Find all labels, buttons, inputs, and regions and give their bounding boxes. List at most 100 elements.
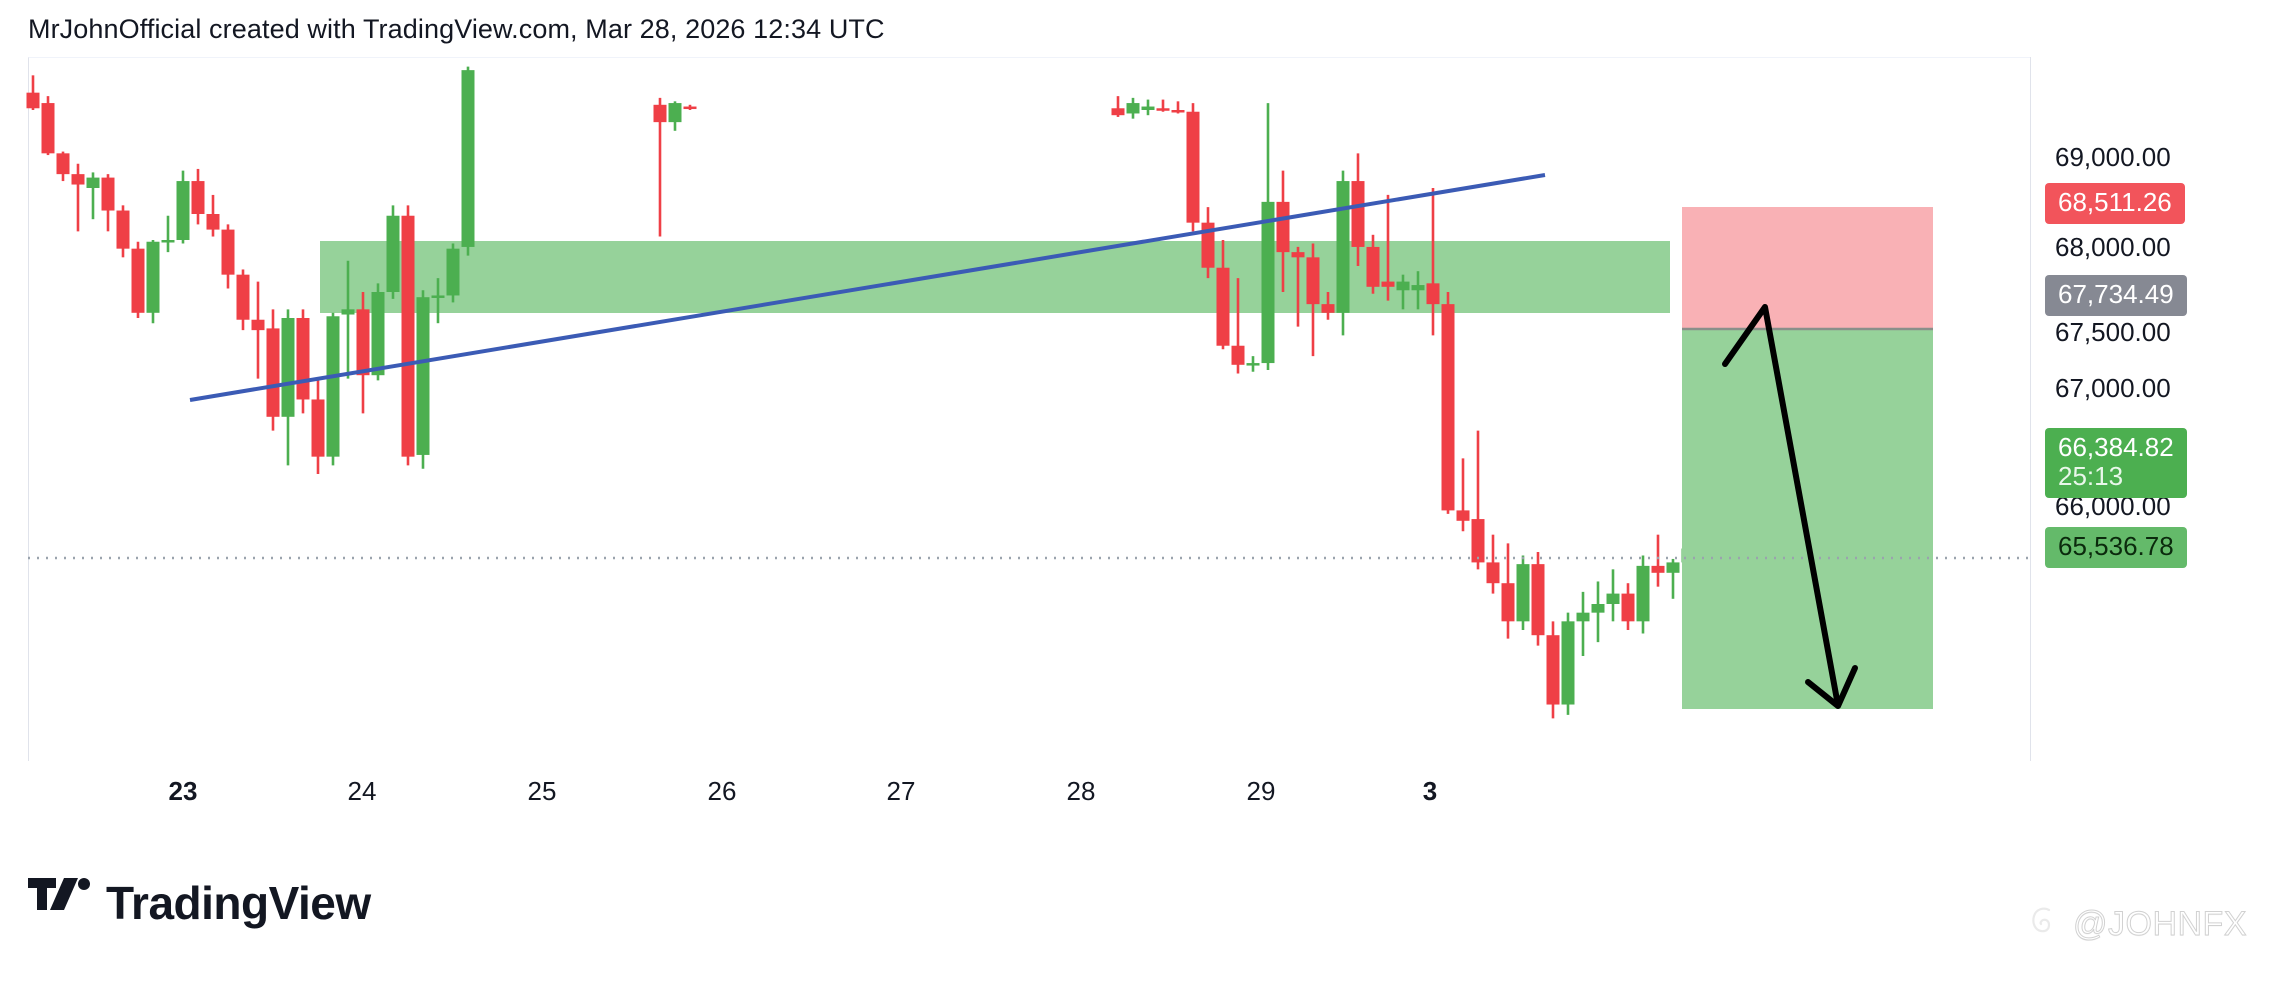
candlestick-series	[26, 66, 1815, 719]
candlestick	[1546, 621, 1560, 719]
candlestick	[161, 215, 175, 253]
candlestick	[1636, 555, 1650, 634]
price-axis-tick: 68,000.00	[2055, 232, 2171, 262]
price-axis-tick: 67,500.00	[2055, 317, 2171, 347]
low-price-badge[interactable]: 65,536.78	[2045, 527, 2187, 569]
candlestick	[1621, 583, 1635, 630]
candlestick	[446, 243, 460, 303]
candlestick	[1186, 103, 1200, 232]
candlestick	[1531, 552, 1545, 646]
candlestick	[26, 75, 40, 110]
high-price-badge[interactable]: 68,511.26	[2045, 183, 2185, 225]
candlestick	[1501, 543, 1515, 639]
candlestick	[296, 309, 310, 414]
price-badge-countdown: 25:13	[2058, 461, 2124, 492]
author-watermark: @JOHNFX	[2027, 905, 2247, 944]
candlestick	[236, 269, 250, 331]
tradingview-brand: TradingView	[28, 878, 371, 927]
time-axis-tick: 23	[168, 776, 198, 806]
candlestick	[1306, 243, 1320, 357]
candlestick	[653, 97, 667, 237]
candlestick	[251, 281, 265, 379]
candlestick	[1456, 458, 1470, 532]
candlestick	[1666, 558, 1680, 599]
forecast-arrow[interactable]	[1722, 304, 1858, 709]
candlestick	[131, 241, 145, 318]
candlestick	[1246, 356, 1260, 372]
time-axis[interactable]: 23 24 25 26 27 28 29 3	[28, 762, 2030, 814]
candlestick	[1336, 170, 1350, 336]
candlestick	[101, 174, 115, 232]
candlestick	[116, 205, 130, 258]
candlestick	[206, 194, 220, 237]
candlestick	[1471, 430, 1485, 570]
candlestick	[1561, 612, 1575, 715]
candlestick	[1396, 274, 1410, 310]
time-axis-tick: 29	[1246, 776, 1276, 806]
tradingview-wordmark: TradingView	[106, 876, 371, 929]
chart-credit-text: MrJohnOfficial created with TradingView.…	[28, 14, 885, 44]
tradingview-logo-icon	[28, 878, 90, 927]
chart-plot-area[interactable]	[28, 57, 2030, 761]
candlestick	[266, 309, 280, 431]
candlestick	[221, 224, 235, 289]
candlestick	[1276, 170, 1290, 292]
support-resistance-zone[interactable]	[320, 241, 1670, 313]
candlestick	[356, 292, 370, 414]
candlestick	[1606, 569, 1620, 622]
candlestick	[683, 104, 697, 110]
candlestick	[1516, 555, 1530, 630]
candlestick	[1426, 188, 1440, 336]
time-axis-tick: 27	[886, 776, 916, 806]
candlestick	[401, 205, 415, 466]
candlestick	[461, 66, 475, 256]
candlestick	[1171, 101, 1185, 114]
candlestick	[41, 96, 55, 156]
candlestick	[1381, 194, 1395, 301]
candlestick	[341, 260, 355, 379]
candlestick	[1651, 534, 1665, 587]
candlestick	[1291, 246, 1305, 327]
short-position-target-zone[interactable]	[1682, 329, 1933, 709]
candlestick	[386, 205, 400, 299]
candlestick	[416, 290, 430, 469]
candlestick	[1576, 591, 1590, 656]
price-badge-value: 66,384.82	[2058, 432, 2174, 462]
candlestick	[1321, 292, 1335, 320]
candlestick	[191, 168, 205, 225]
time-axis-tick: 25	[527, 776, 557, 806]
cursor-price-badge[interactable]: 67,734.49	[2045, 275, 2187, 317]
watermark-text: @JOHNFX	[2072, 905, 2247, 944]
candlestick	[1351, 153, 1365, 266]
candlestick	[1441, 292, 1455, 514]
price-badge-value: 68,511.26	[2058, 187, 2172, 217]
candlestick	[1111, 96, 1125, 117]
candlestick	[1231, 278, 1245, 374]
candlestick	[1156, 99, 1170, 112]
candlestick	[431, 278, 445, 324]
candlestick	[1216, 240, 1230, 350]
time-axis-tick: 3	[1422, 776, 1438, 806]
candlestick	[1486, 534, 1500, 594]
price-badge-value: 65,536.78	[2058, 531, 2174, 561]
candlestick	[1411, 271, 1425, 310]
price-axis[interactable]: 69,000.0068,000.0067,500.0067,000.0066,5…	[2030, 57, 2281, 761]
candlestick	[311, 378, 325, 474]
candlestick	[1126, 97, 1140, 119]
threads-icon	[2027, 905, 2059, 944]
candlestick	[1201, 207, 1215, 279]
short-position-stop-zone[interactable]	[1682, 207, 1933, 329]
candlestick	[176, 170, 190, 244]
candlestick	[1366, 234, 1380, 294]
candlestick	[1591, 581, 1605, 643]
price-axis-tick: 67,000.00	[2055, 373, 2171, 403]
last-price-badge[interactable]: 66,384.82 25:13	[2045, 428, 2187, 499]
time-axis-tick: 26	[707, 776, 737, 806]
ascending-trendline[interactable]	[189, 173, 1546, 402]
candlestick	[281, 309, 295, 466]
candlestick	[56, 151, 70, 182]
time-axis-tick: 24	[347, 776, 377, 806]
candlestick	[146, 240, 160, 324]
price-badge-value: 67,734.49	[2058, 279, 2174, 309]
